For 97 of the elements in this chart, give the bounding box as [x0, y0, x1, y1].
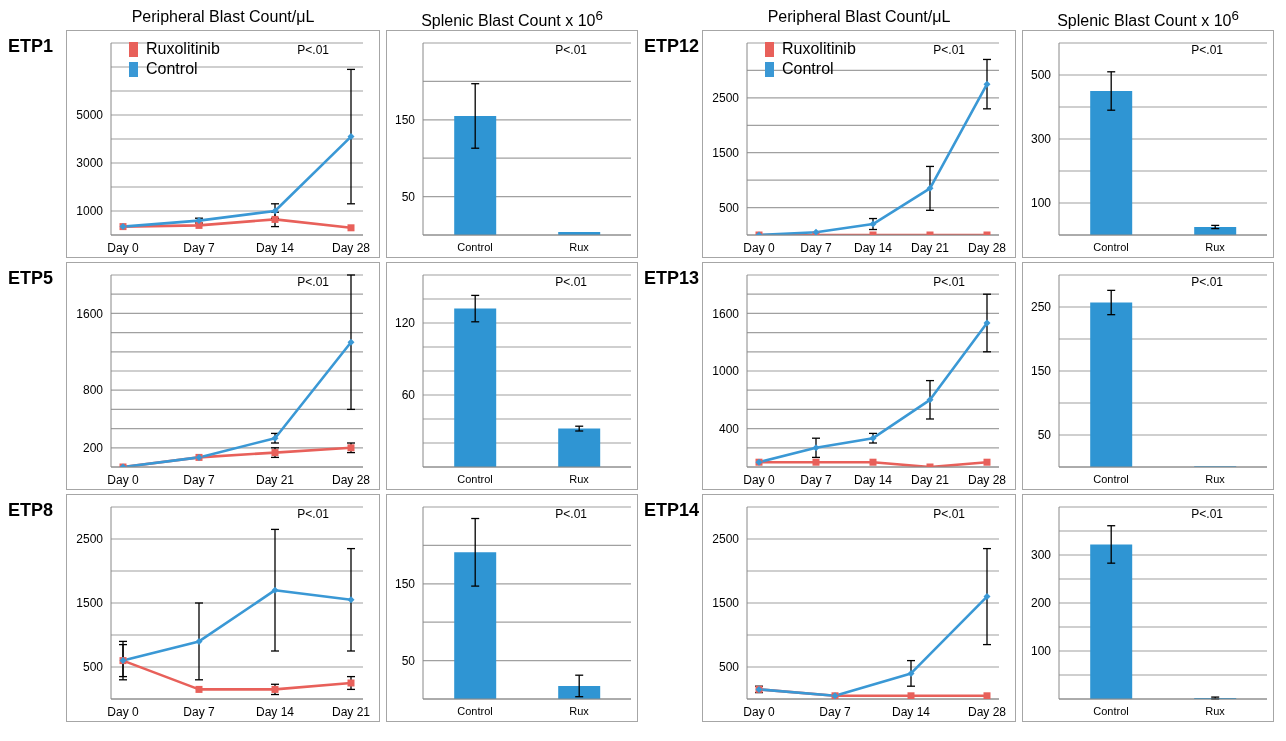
x-tick-label: Rux — [569, 704, 590, 717]
annotation: P<.01 — [297, 507, 329, 521]
x-tick-label: Rux — [569, 240, 590, 253]
annotation: P<.01 — [297, 275, 329, 289]
annotation: P<.01 — [933, 275, 965, 289]
x-tick-label: Control — [457, 472, 493, 485]
y-tick-label: 1000 — [76, 204, 104, 219]
chart-subtitle: ETP8 — [8, 499, 55, 522]
y-tick-label: 150 — [394, 113, 416, 128]
x-tick-label: Day 0 — [107, 704, 139, 719]
annotation: P<.01 — [933, 43, 965, 57]
x-tick-label: Day 28 — [331, 472, 371, 487]
x-tick-label: Day 0 — [107, 472, 139, 487]
annotation: P<.01 — [555, 507, 587, 521]
y-tick-label: 500 — [718, 200, 740, 215]
y-tick-label: 3000 — [76, 156, 104, 171]
x-tick-label: Day 14 — [891, 704, 931, 719]
legend-label: Ruxolitinib — [782, 39, 856, 59]
x-tick-label: Control — [1093, 240, 1129, 253]
y-tick-label: 50 — [401, 189, 416, 204]
x-tick-label: Day 28 — [331, 240, 371, 255]
y-tick-label: 1000 — [712, 364, 740, 379]
annotation: P<.01 — [555, 43, 587, 57]
chart-title: Splenic Blast Count x 10$^{6}$ — [1056, 8, 1240, 30]
x-tick-label: Day 14 — [255, 240, 295, 255]
y-tick-label: 1500 — [712, 145, 740, 160]
y-tick-label: 150 — [1030, 364, 1052, 379]
annotation: P<.01 — [555, 275, 587, 289]
x-tick-label: Day 7 — [183, 704, 215, 719]
y-tick-label: 2500 — [712, 532, 740, 547]
y-tick-label: 60 — [401, 388, 416, 403]
legend-label: Ruxolitinib — [146, 39, 220, 59]
chart-title: Peripheral Blast Count/μL — [766, 8, 952, 27]
chart-title: Splenic Blast Count x 10$^{6}$ — [420, 8, 604, 30]
x-tick-label: Day 28 — [967, 704, 1007, 719]
y-tick-label: 200 — [1030, 596, 1052, 611]
x-tick-label: Day 21 — [910, 472, 950, 487]
x-tick-label: Control — [1093, 472, 1129, 485]
y-tick-label: 1500 — [712, 596, 740, 611]
y-tick-label: 300 — [1030, 548, 1052, 563]
x-tick-label: Day 14 — [255, 704, 295, 719]
x-tick-label: Control — [1093, 704, 1129, 717]
x-tick-label: Control — [457, 240, 493, 253]
x-tick-label: Day 21 — [255, 472, 295, 487]
x-tick-label: Control — [457, 704, 493, 717]
x-tick-label: Rux — [569, 472, 590, 485]
x-tick-label: Day 28 — [967, 472, 1007, 487]
y-tick-label: 800 — [82, 383, 104, 398]
y-tick-label: 120 — [394, 316, 416, 331]
x-tick-label: Rux — [1205, 472, 1226, 485]
x-tick-label: Day 0 — [743, 704, 775, 719]
x-tick-label: Day 7 — [800, 472, 832, 487]
x-tick-label: Day 28 — [967, 240, 1007, 255]
annotation: P<.01 — [1191, 43, 1223, 57]
y-tick-label: 100 — [1030, 644, 1052, 659]
annotation: P<.01 — [933, 507, 965, 521]
annotation: P<.01 — [1191, 507, 1223, 521]
x-tick-label: Day 21 — [910, 240, 950, 255]
y-tick-label: 5000 — [76, 108, 104, 123]
y-tick-label: 500 — [82, 660, 104, 675]
y-tick-label: 50 — [401, 653, 416, 668]
y-tick-label: 100 — [1030, 196, 1052, 211]
y-tick-label: 2500 — [76, 532, 104, 547]
y-tick-label: 500 — [718, 660, 740, 675]
y-tick-label: 150 — [394, 577, 416, 592]
y-tick-label: 200 — [82, 441, 104, 456]
x-tick-label: Day 14 — [853, 240, 893, 255]
chart-title: Peripheral Blast Count/μL — [130, 8, 316, 27]
x-tick-label: Day 14 — [853, 472, 893, 487]
annotation: P<.01 — [297, 43, 329, 57]
x-tick-label: Rux — [1205, 240, 1226, 253]
x-tick-label: Day 0 — [107, 240, 139, 255]
chart-subtitle: ETP13 — [644, 267, 701, 290]
legend-label: Control — [146, 59, 198, 79]
y-tick-label: 400 — [718, 421, 740, 436]
y-tick-label: 1500 — [76, 596, 104, 611]
x-tick-label: Day 7 — [819, 704, 851, 719]
legend-label: Control — [782, 59, 834, 79]
y-tick-label: 250 — [1030, 300, 1052, 315]
x-tick-label: Rux — [1205, 704, 1226, 717]
y-tick-label: 500 — [1030, 68, 1052, 83]
y-tick-label: 1600 — [712, 306, 740, 321]
x-tick-label: Day 21 — [331, 704, 371, 719]
x-tick-label: Day 7 — [183, 472, 215, 487]
chart-subtitle: ETP12 — [644, 35, 701, 58]
chart-subtitle: ETP14 — [644, 499, 701, 522]
chart-subtitle: ETP5 — [8, 267, 55, 290]
annotation: P<.01 — [1191, 275, 1223, 289]
y-tick-label: 1600 — [76, 306, 104, 321]
chart-subtitle: ETP1 — [8, 35, 55, 58]
x-tick-label: Day 0 — [743, 240, 775, 255]
x-tick-label: Day 0 — [743, 472, 775, 487]
y-tick-label: 2500 — [712, 91, 740, 106]
x-tick-label: Day 7 — [183, 240, 215, 255]
x-tick-label: Day 7 — [800, 240, 832, 255]
y-tick-label: 300 — [1030, 132, 1052, 147]
y-tick-label: 50 — [1037, 428, 1052, 443]
